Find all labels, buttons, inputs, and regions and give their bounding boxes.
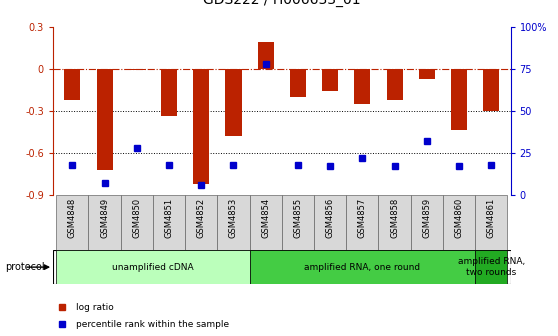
Text: GSM4853: GSM4853 [229,198,238,238]
Bar [121,195,153,250]
Text: GSM4850: GSM4850 [132,198,141,238]
Bar [218,195,249,250]
Bar [89,195,121,250]
Text: GSM4861: GSM4861 [487,198,496,238]
Bar [475,195,507,250]
Bar [97,69,113,170]
Text: protocol: protocol [6,262,45,272]
Bar [475,250,507,284]
Text: GSM4852: GSM4852 [197,198,206,238]
Bar [161,69,177,117]
Bar [387,69,403,100]
Bar [64,69,80,100]
Text: GDS222 / H006633_01: GDS222 / H006633_01 [203,0,360,7]
Bar [225,69,242,136]
Text: GSM4860: GSM4860 [455,198,464,238]
Bar [193,69,209,184]
Bar [443,195,475,250]
Text: amplified RNA, one round: amplified RNA, one round [304,263,420,271]
Bar [354,69,371,104]
Text: unamplified cDNA: unamplified cDNA [112,263,194,271]
Text: GSM4849: GSM4849 [100,198,109,238]
Bar [418,69,435,79]
Bar [129,69,145,70]
Text: GSM4859: GSM4859 [422,198,431,238]
Bar [153,195,185,250]
Bar [249,250,475,284]
Text: GSM4851: GSM4851 [165,198,174,238]
Bar [185,195,218,250]
Text: GSM4854: GSM4854 [261,198,270,238]
Bar [322,69,338,91]
Text: GSM4857: GSM4857 [358,198,367,238]
Text: GSM4858: GSM4858 [390,198,399,238]
Bar [282,195,314,250]
Text: GSM4848: GSM4848 [68,198,77,238]
Bar [249,195,282,250]
Text: GSM4855: GSM4855 [294,198,302,238]
Bar [56,250,249,284]
Bar [56,195,89,250]
Bar [451,69,467,130]
Bar [483,69,499,111]
Text: log ratio: log ratio [76,303,114,312]
Bar [346,195,378,250]
Bar [290,69,306,97]
Text: amplified RNA,
two rounds: amplified RNA, two rounds [458,257,525,277]
Bar [314,195,346,250]
Bar [378,195,411,250]
Bar [258,42,274,69]
Text: percentile rank within the sample: percentile rank within the sample [76,320,229,329]
Bar [411,195,443,250]
Text: GSM4856: GSM4856 [326,198,335,238]
